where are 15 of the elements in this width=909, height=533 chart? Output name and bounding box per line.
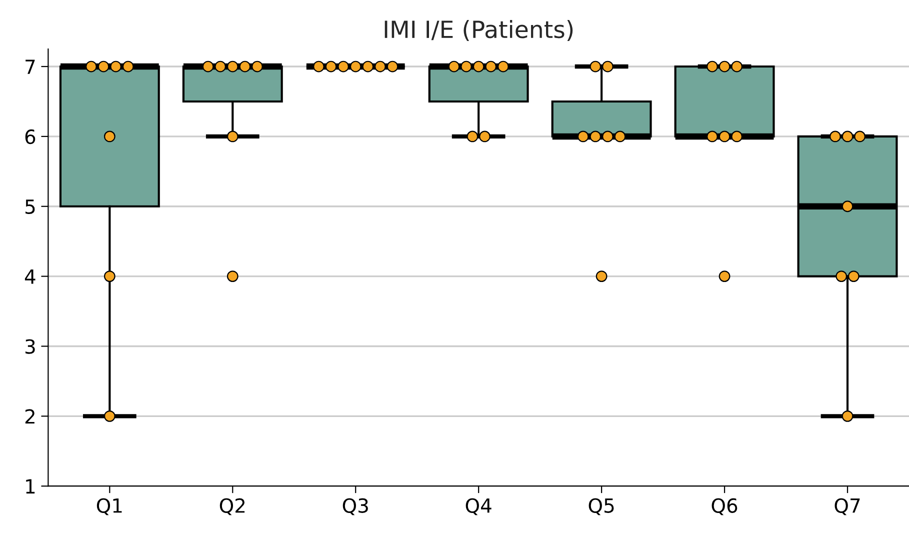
x-tick-label: Q2 bbox=[220, 498, 245, 516]
x-tick-label: Q7 bbox=[834, 498, 860, 516]
y-tick-label: 6 bbox=[25, 129, 36, 144]
x-tick-label: Q4 bbox=[466, 498, 492, 516]
x-tick-label: Q5 bbox=[588, 498, 614, 516]
y-tick-label: 7 bbox=[26, 60, 35, 74]
x-tick-label: Q3 bbox=[342, 498, 368, 516]
chart-title: IMI I/E (Patients) bbox=[384, 20, 573, 42]
y-tick-label: 2 bbox=[25, 409, 34, 424]
y-tick-label: 4 bbox=[24, 270, 36, 284]
x-tick-label: Q1 bbox=[96, 498, 122, 516]
y-tick-label: 1 bbox=[26, 479, 35, 494]
x-tick-label: Q6 bbox=[712, 498, 738, 516]
y-tick-label: 3 bbox=[25, 339, 35, 354]
y-tick-label: 5 bbox=[26, 200, 35, 214]
